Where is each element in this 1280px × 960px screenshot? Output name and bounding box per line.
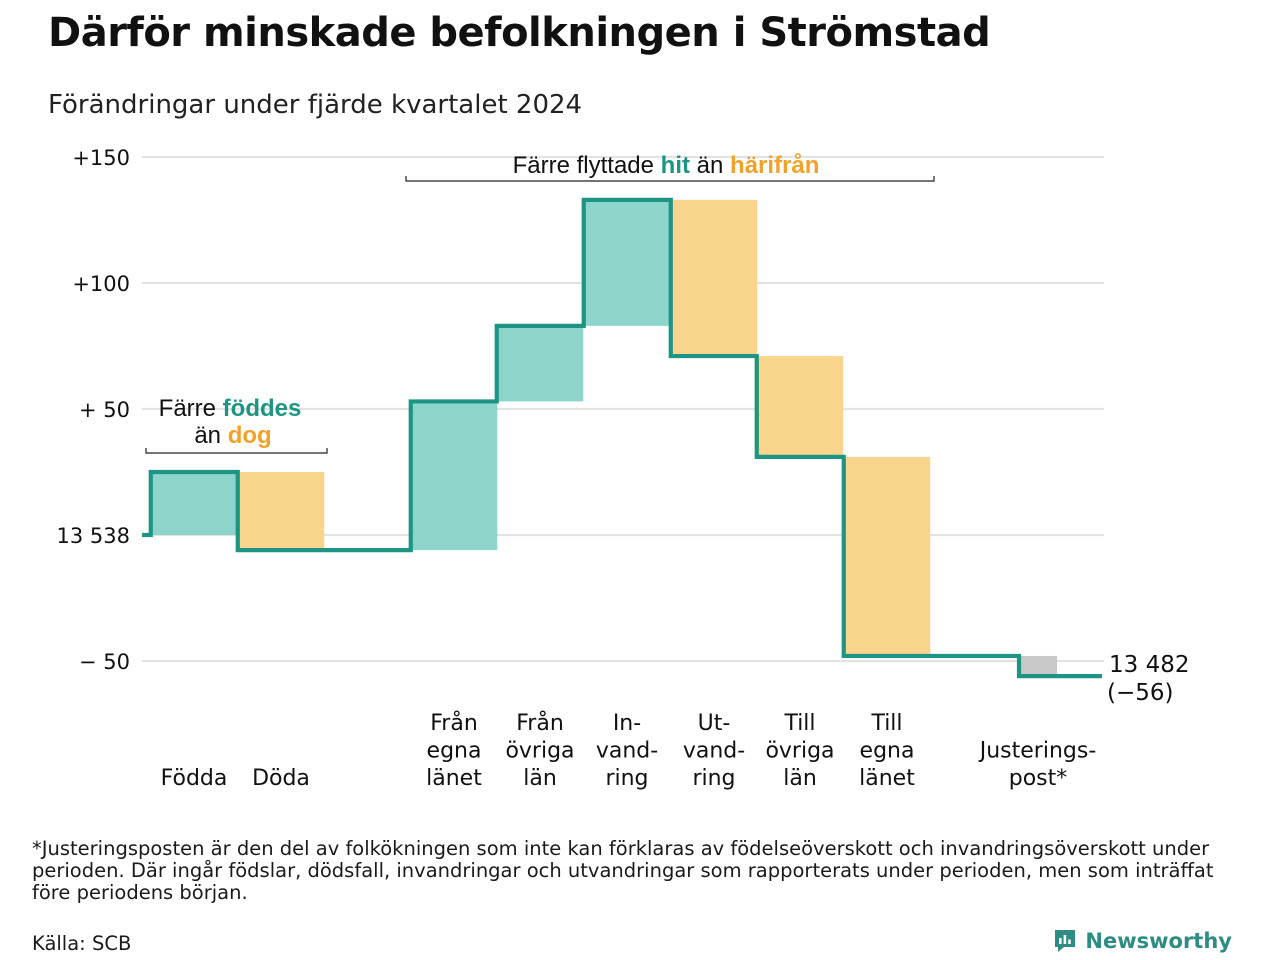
natural-change-annotation: Färre föddes än dog: [145, 395, 328, 454]
end-value: 13 482: [1109, 652, 1189, 678]
waterfall-bar: [1019, 655, 1057, 677]
x-category-label: In-: [613, 711, 641, 736]
waterfall-bar: [496, 325, 584, 402]
x-category-label: post*: [1009, 766, 1068, 791]
annotation-text: än: [690, 152, 730, 179]
annotation-text: Färre flyttade: [513, 152, 661, 179]
bar-layer: [150, 199, 1057, 677]
x-axis-labels: Födda DödaFrånegnalänetFrånövrigalänIn-va…: [161, 710, 1097, 791]
waterfall-chart: +150 +100 + 50 13 538 − 50 Födda Döda Från egna…: [57, 146, 1190, 791]
x-category-label: Till: [783, 711, 815, 736]
x-category-label: Döda: [252, 766, 310, 791]
y-tick-label: 13 538: [57, 524, 130, 548]
annotation-highlight-out: härifrån: [730, 152, 819, 179]
annotation-highlight-born: föddes: [223, 395, 302, 422]
x-category-label: ring: [692, 766, 735, 791]
y-tick-label: +100: [72, 272, 130, 296]
brand-name: Newsworthy: [1085, 929, 1232, 953]
x-category-label: länet: [426, 766, 482, 791]
x-category-label: Till: [870, 711, 902, 736]
annotation-text: Färre: [159, 395, 223, 422]
x-category-label: länet: [859, 766, 915, 791]
x-category-label: län: [523, 766, 557, 791]
x-category-label: ring: [605, 766, 648, 791]
y-tick-label: +150: [72, 146, 130, 170]
waterfall-bar: [756, 356, 844, 457]
annotation-bracket: [145, 448, 328, 454]
x-category-label: Från: [516, 710, 564, 736]
waterfall-bar: [410, 401, 498, 551]
annotation-highlight-died: dog: [228, 422, 272, 449]
waterfall-bar: [150, 472, 238, 535]
x-category-label: Födda: [161, 766, 228, 791]
svg-text:än dog: än dog: [194, 422, 271, 449]
x-category-label: Ut-: [698, 711, 731, 736]
waterfall-bar: [843, 456, 931, 656]
x-category-label: vand-: [596, 739, 658, 764]
chart-subtitle: Förändringar under fjärde kvartalet 2024: [48, 90, 583, 120]
waterfall-bar: [670, 199, 758, 357]
chart-title: Därför minskade befolkningen i Strömstad: [48, 10, 991, 56]
y-tick-label: − 50: [79, 650, 130, 674]
x-category-label: Från: [430, 710, 478, 736]
x-category-label: egna: [860, 739, 915, 764]
running-total-line: [142, 197, 1102, 679]
annotation-bracket: [405, 176, 935, 182]
waterfall-bar: [237, 472, 325, 551]
x-category-label: län: [783, 766, 817, 791]
footnote: *Justeringsposten är den del av folkökni…: [32, 837, 1214, 904]
annotation-highlight-in: hit: [661, 152, 690, 179]
y-axis-labels: +150 +100 + 50 13 538 − 50: [57, 146, 130, 674]
migration-annotation: Färre flyttade hit än härifrån: [405, 152, 935, 182]
source-credit: Källa: SCB: [32, 932, 132, 955]
x-category-label: Justerings-: [978, 739, 1097, 764]
svg-text:Färre flyttade hit än härifrån: Färre flyttade hit än härifrån: [513, 152, 820, 179]
x-category-label: övriga: [505, 739, 574, 764]
y-tick-label: + 50: [79, 398, 130, 422]
waterfall-bar: [583, 199, 671, 326]
x-category-label: övriga: [765, 739, 834, 764]
x-category-label: egna: [427, 739, 482, 764]
step-line-layer: [142, 197, 1102, 679]
end-change: (−56): [1107, 680, 1173, 706]
svg-text:Färre föddes: Färre föddes: [159, 395, 302, 422]
end-value-label: 13 482 (−56): [1107, 652, 1189, 706]
newsworthy-logo-icon: [1055, 930, 1076, 952]
x-category-label: vand-: [683, 739, 745, 764]
brand-logo[interactable]: Newsworthy: [1053, 928, 1232, 954]
annotation-text: än: [194, 422, 227, 449]
